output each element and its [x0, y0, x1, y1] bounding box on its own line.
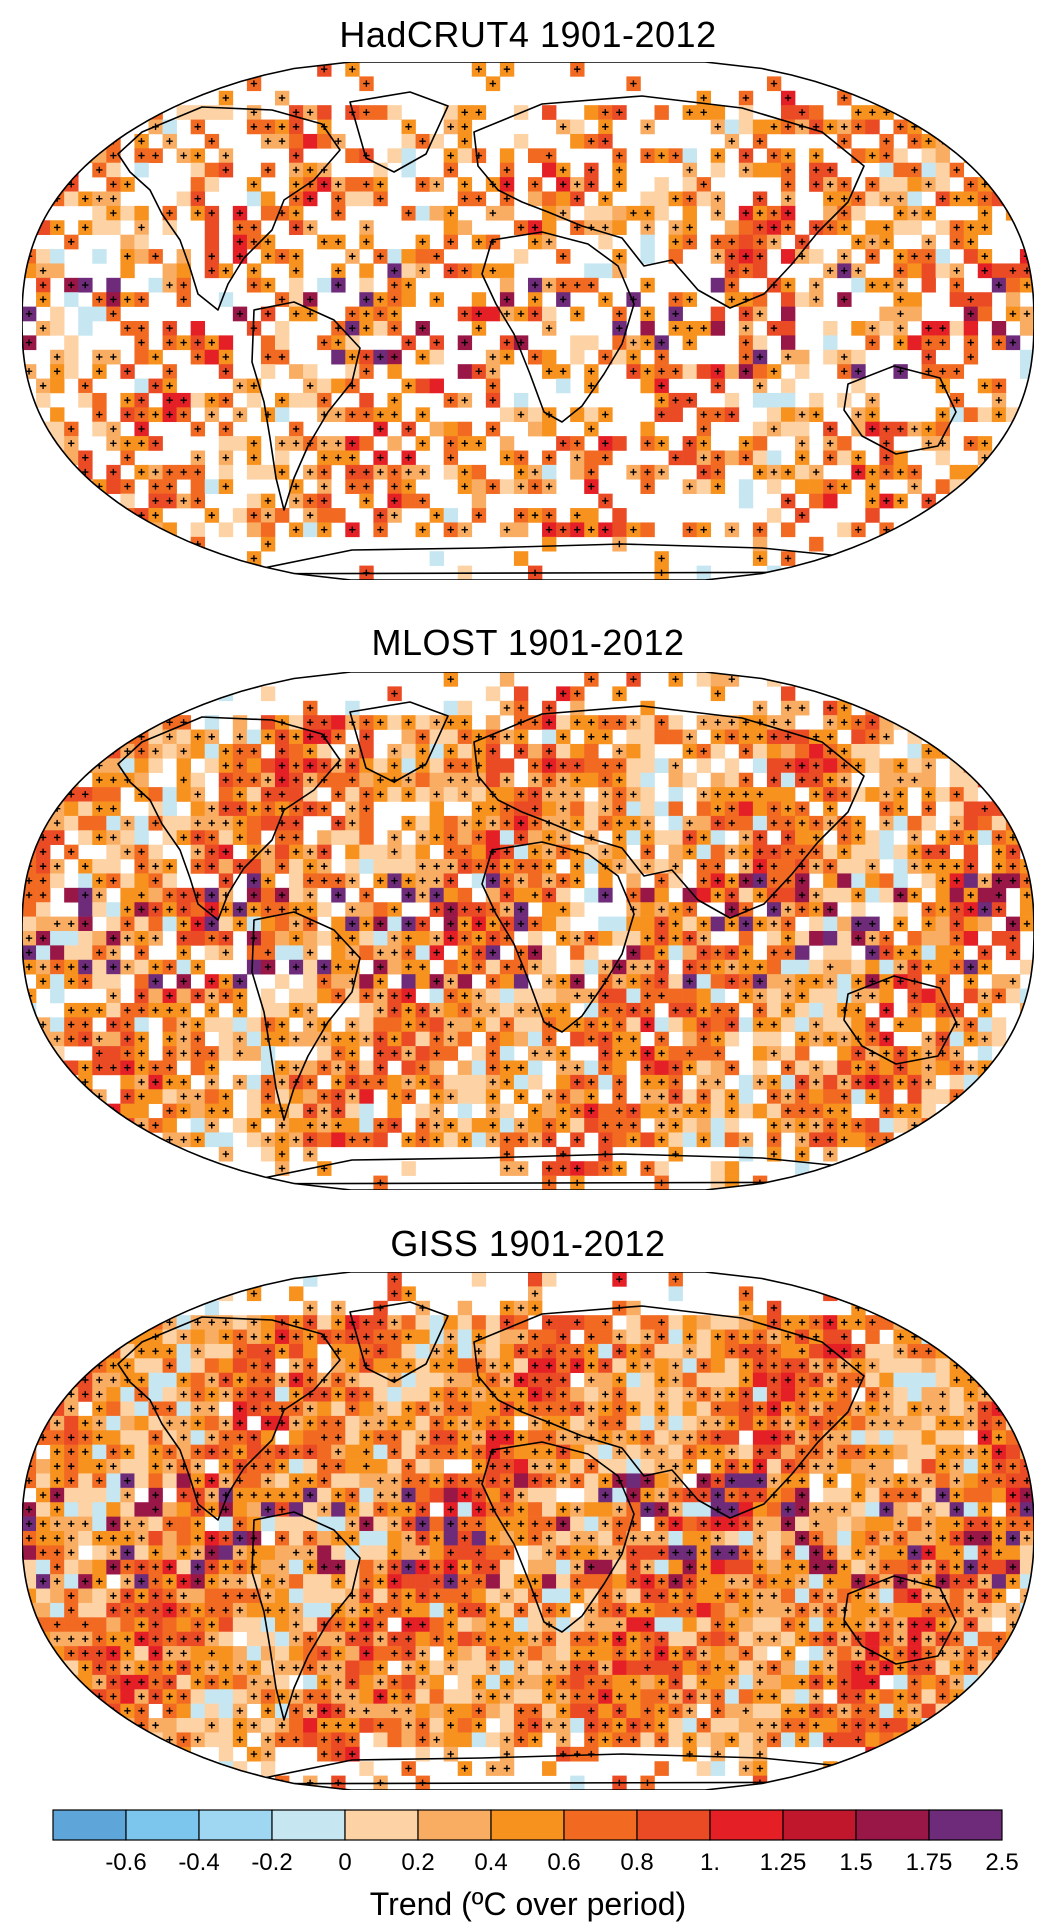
coastlines [117, 1301, 957, 1785]
colorbar-tick-label: 1.75 [906, 1849, 953, 1876]
colorbar-title: Trend (ºC over period) [370, 1886, 686, 1922]
colorbar-swatch-1 [125, 1809, 200, 1841]
coastlines [117, 91, 957, 575]
colorbar-swatch-10 [782, 1809, 857, 1841]
map-frame [22, 672, 1034, 1190]
trend-grid [22, 1272, 1034, 1790]
trend-colorbar: -0.6 -0.4 -0.2 0 0.2 0.4 0.6 0.8 1. 1.25 1.5 1.75 2.… [52, 1809, 1019, 1922]
colorbar-tick-label: 1. [700, 1849, 720, 1876]
colorbar-tick-label: 1.5 [839, 1849, 872, 1876]
map-mlost [22, 672, 1034, 1190]
colorbar-swatch-12 [928, 1809, 1003, 1841]
colorbar-swatch-6 [490, 1809, 565, 1841]
coastlines [117, 701, 957, 1185]
colorbar-swatch-9 [709, 1809, 784, 1841]
colorbar-swatch-3 [271, 1809, 346, 1841]
colorbar-tick-label: -0.6 [105, 1849, 146, 1876]
colorbar-swatch-2 [198, 1809, 273, 1841]
significance-markers [25, 1275, 1031, 1787]
map-giss [22, 1272, 1034, 1790]
map-hadcrut4 [22, 62, 1034, 580]
colorbar-tick-label: -0.4 [178, 1849, 219, 1876]
significance-markers [25, 675, 1031, 1187]
colorbar-swatch-8 [636, 1809, 711, 1841]
colorbar-tick-label: -0.2 [251, 1849, 292, 1876]
colorbar-swatch-7 [563, 1809, 638, 1841]
colorbar-swatch-11 [855, 1809, 930, 1841]
colorbar-swatch-5 [417, 1809, 492, 1841]
colorbar-tick-label: 0 [338, 1849, 351, 1876]
colorbar-tick-label: 0.6 [547, 1849, 580, 1876]
colorbar-swatch-4 [344, 1809, 419, 1841]
panel-title-hadcrut4: HadCRUT4 1901-2012 [339, 14, 717, 55]
colorbar-swatch-0 [52, 1809, 127, 1841]
colorbar-tick-label: 0.4 [474, 1849, 507, 1876]
significance-markers [25, 65, 1031, 577]
map-frame [22, 62, 1034, 580]
trend-grid [22, 62, 1034, 580]
colorbar-tick-label: 2.5 [985, 1849, 1018, 1876]
panel-title-giss: GISS 1901-2012 [390, 1223, 666, 1264]
colorbar-tick-label: 0.2 [401, 1849, 434, 1876]
colorbar-tick-label: 0.8 [620, 1849, 653, 1876]
colorbar-tick-label: 1.25 [760, 1849, 807, 1876]
panel-title-mlost: MLOST 1901-2012 [371, 622, 685, 663]
map-frame [22, 1272, 1034, 1790]
trend-grid [22, 672, 1034, 1190]
